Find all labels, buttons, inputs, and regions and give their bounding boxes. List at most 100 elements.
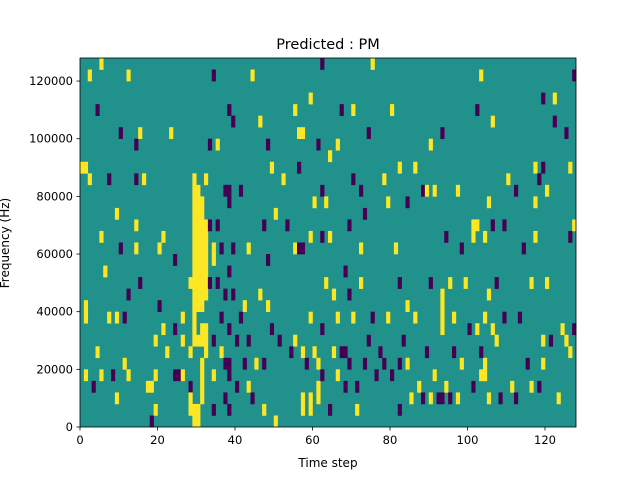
heatmap-cell-low (362, 357, 368, 370)
heatmap-cell-low (502, 219, 507, 232)
heatmap-cell-low (235, 334, 240, 347)
heatmap-cell-low (231, 288, 236, 301)
heatmap-cell-high (486, 392, 492, 405)
heatmap-cell-low (250, 392, 255, 405)
heatmap-cell-high (196, 184, 201, 312)
heatmap-cell-low (502, 311, 507, 324)
heatmap-cell-high (335, 369, 340, 382)
heatmap-cell-high (331, 288, 337, 301)
heatmap-cell-low (440, 127, 445, 140)
heatmap-cell-high (386, 311, 391, 324)
heatmap-cell-low (475, 104, 480, 116)
heatmap-cell-high (99, 369, 104, 382)
heatmap-cell-high (324, 196, 329, 209)
heatmap-cell-low (328, 403, 333, 416)
heatmap-cell-low (517, 311, 523, 324)
heatmap-cell-low (149, 415, 154, 428)
heatmap-cell-high (134, 242, 139, 255)
heatmap-cell-low (118, 242, 123, 255)
heatmap-cell-low (424, 346, 430, 359)
heatmap-cell-high (479, 369, 484, 382)
heatmap-cell-high (273, 207, 278, 220)
heatmap-cell-high (83, 161, 89, 174)
heatmap-cell-high (258, 115, 263, 128)
heatmap-cell-high (324, 277, 329, 289)
heatmap-cell-low (211, 334, 216, 347)
y-tick-label: 40000 (36, 305, 73, 319)
heatmap-cell-low (521, 242, 526, 255)
heatmap-cell-low (122, 311, 127, 324)
heatmap-cell-high (463, 277, 468, 289)
heatmap-cell-high (126, 69, 131, 82)
heatmap-cell-high (479, 69, 484, 82)
heatmap-cell-low (126, 288, 131, 301)
heatmap-cell-high (471, 219, 476, 243)
heatmap-cell-high (165, 346, 170, 359)
heatmap-cell-high (269, 161, 275, 174)
heatmap-cell-low (246, 334, 251, 347)
y-tick-label: 60000 (36, 247, 73, 261)
heatmap-cell-low (266, 138, 271, 151)
heatmap-cell-low (362, 207, 368, 220)
heatmap-cell-high (153, 334, 158, 347)
heatmap-cell-low (401, 334, 406, 347)
heatmap-cell-low (498, 392, 503, 405)
heatmap-cell-low (537, 173, 542, 186)
heatmap-cell-low (223, 288, 228, 301)
heatmap-cell-high (483, 311, 488, 324)
heatmap-cell-high (246, 242, 251, 255)
heatmap-cell-high (300, 346, 306, 359)
heatmap-cell-high (114, 311, 120, 324)
heatmap-cell-high (568, 346, 573, 359)
heatmap-cell-low (459, 242, 464, 255)
heatmap-cell-high (300, 392, 306, 416)
heatmap-cell-low (242, 357, 247, 370)
heatmap-cell-high (308, 92, 313, 105)
heatmap-cell-low (382, 357, 387, 370)
heatmap-cell-high (188, 392, 193, 416)
heatmap-cell-high (393, 242, 399, 255)
heatmap-cell-high (153, 403, 158, 416)
heatmap-cell-high (211, 369, 216, 382)
heatmap-cell-low (343, 380, 348, 393)
heatmap-cell-high (335, 311, 340, 324)
heatmap-cell-low (490, 219, 495, 232)
heatmap-cell-high (246, 380, 251, 393)
heatmap-cell-low (471, 380, 476, 393)
heatmap-cell-low (207, 277, 213, 289)
heatmap-cell-low (227, 323, 232, 336)
heatmap-cell-high (107, 311, 112, 324)
x-tick-label: 100 (457, 433, 479, 447)
heatmap-cell-high (254, 357, 259, 370)
heatmap-cell-low (494, 277, 499, 289)
heatmap-cell-high (219, 346, 224, 359)
heatmap-cell-high (293, 242, 298, 255)
heatmap-cell-low (421, 392, 426, 405)
heatmap-cell-low (444, 230, 449, 243)
heatmap-cell-high (242, 300, 247, 312)
heatmap-cell-low (347, 357, 352, 370)
heatmap-cell-low (215, 277, 220, 289)
heatmap-cell-high (126, 369, 131, 382)
heatmap-cell-high (405, 357, 410, 370)
heatmap-cell-high (180, 369, 185, 382)
heatmap-cell-low (111, 369, 116, 382)
heatmap-cell-high (413, 311, 418, 324)
heatmap-cell-high (533, 161, 538, 174)
heatmap-cell-low (359, 184, 364, 197)
heatmap-cell-high (405, 300, 410, 312)
heatmap-cell-high (545, 184, 550, 197)
heatmap-cell-low (266, 254, 271, 266)
heatmap-cell-high (417, 380, 422, 393)
heatmap-cell-high (444, 380, 449, 393)
heatmap-cell-high (200, 196, 205, 312)
heatmap-cell-high (355, 403, 360, 416)
heatmap-cell-high (145, 380, 151, 393)
heatmap-cell-high (475, 219, 480, 232)
heatmap-cell-high (552, 92, 557, 105)
heatmap-cell-low (541, 92, 546, 105)
heatmap-cell-low (366, 127, 371, 140)
heatmap-cell-high (312, 346, 317, 359)
heatmap-cell-high (331, 346, 337, 359)
heatmap-cell-high (200, 357, 205, 405)
